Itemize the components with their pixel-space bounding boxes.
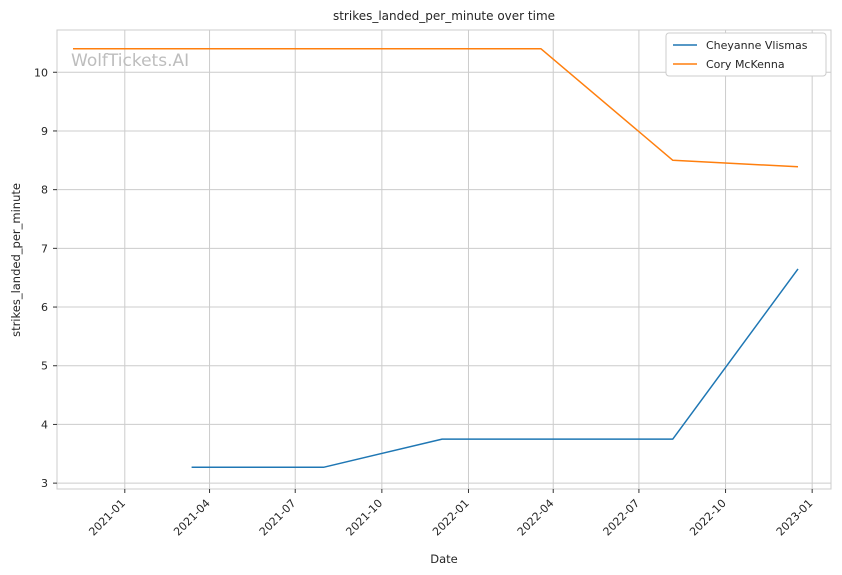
y-tick-label: 3 xyxy=(41,477,48,490)
y-tick-label: 7 xyxy=(41,242,48,255)
y-axis-label: strikes_landed_per_minute xyxy=(9,183,23,337)
x-tick-label: 2021-04 xyxy=(171,497,213,539)
x-tick-label: 2022-07 xyxy=(601,497,643,539)
x-tick-label: 2022-04 xyxy=(515,497,557,539)
plot-area xyxy=(56,29,832,490)
legend-label-cory-mckenna: Cory McKenna xyxy=(706,58,785,71)
x-tick-label: 2023-01 xyxy=(774,497,816,539)
y-tick-label: 6 xyxy=(41,301,48,314)
legend: Cheyanne Vlismas Cory McKenna xyxy=(665,32,827,77)
x-axis-label: Date xyxy=(430,552,458,566)
y-tick-label: 10 xyxy=(34,66,48,79)
x-tick-label: 2021-10 xyxy=(343,497,385,539)
x-axis-ticks: 2021-01 2021-04 2021-07 2021-10 2022-01 2022-… xyxy=(86,489,815,538)
series-line-cheyanne-vlismas xyxy=(191,268,799,469)
y-tick-label: 8 xyxy=(41,184,48,197)
y-tick-label: 5 xyxy=(41,360,48,373)
x-tick-label: 2021-01 xyxy=(86,497,128,539)
grid xyxy=(57,30,831,489)
legend-box xyxy=(665,32,827,77)
chart-title: strikes_landed_per_minute over time xyxy=(333,9,555,23)
series-line-cory-mckenna xyxy=(73,48,799,168)
watermark-text: WolfTickets.AI xyxy=(71,51,189,71)
y-tick-label: 4 xyxy=(41,418,48,431)
series-lines xyxy=(73,48,799,469)
x-tick-label: 2022-01 xyxy=(430,497,472,539)
x-tick-label: 2021-07 xyxy=(257,497,299,539)
y-axis-ticks: 3 4 5 6 7 8 9 10 xyxy=(34,66,57,490)
y-tick-label: 9 xyxy=(41,125,48,138)
legend-label-cheyanne-vlismas: Cheyanne Vlismas xyxy=(706,39,808,52)
x-tick-label: 2022-10 xyxy=(687,497,729,539)
